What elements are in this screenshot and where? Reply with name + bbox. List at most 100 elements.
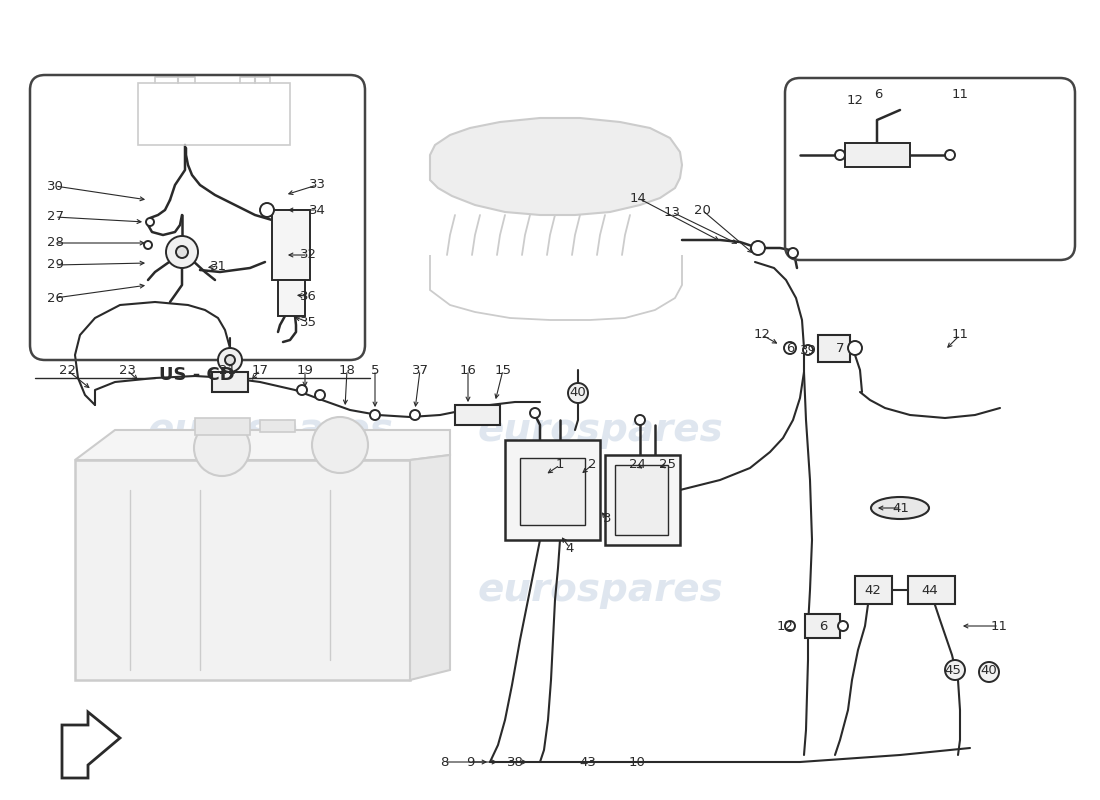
Text: 12: 12 bbox=[754, 329, 770, 342]
Bar bbox=[278, 280, 305, 316]
Circle shape bbox=[979, 662, 999, 682]
Bar bbox=[908, 576, 955, 604]
Circle shape bbox=[297, 385, 307, 395]
Text: 43: 43 bbox=[580, 755, 596, 769]
Circle shape bbox=[838, 621, 848, 631]
Text: 13: 13 bbox=[663, 206, 681, 218]
Ellipse shape bbox=[871, 497, 930, 519]
Text: 19: 19 bbox=[297, 363, 313, 377]
Text: 33: 33 bbox=[308, 178, 326, 191]
Circle shape bbox=[945, 150, 955, 160]
Text: 14: 14 bbox=[629, 191, 647, 205]
Bar bbox=[195, 418, 250, 435]
Text: eurospares: eurospares bbox=[147, 571, 393, 609]
Text: 12: 12 bbox=[847, 94, 864, 106]
Bar bbox=[520, 458, 585, 525]
Text: 21: 21 bbox=[220, 363, 236, 377]
Text: 40: 40 bbox=[570, 386, 586, 399]
Circle shape bbox=[835, 150, 845, 160]
Text: 11: 11 bbox=[952, 329, 968, 342]
Text: 6: 6 bbox=[818, 619, 827, 633]
Circle shape bbox=[803, 345, 813, 355]
Text: 25: 25 bbox=[660, 458, 676, 471]
Circle shape bbox=[218, 348, 242, 372]
Bar bbox=[605, 455, 680, 545]
Text: 2: 2 bbox=[587, 458, 596, 471]
Circle shape bbox=[751, 241, 764, 255]
Text: 15: 15 bbox=[495, 363, 512, 377]
Text: 37: 37 bbox=[411, 363, 429, 377]
Circle shape bbox=[788, 248, 798, 258]
Circle shape bbox=[146, 218, 154, 226]
Text: 27: 27 bbox=[46, 210, 64, 223]
Text: 22: 22 bbox=[58, 363, 76, 377]
Text: 34: 34 bbox=[309, 203, 326, 217]
Text: 40: 40 bbox=[980, 663, 998, 677]
Text: eurospares: eurospares bbox=[147, 411, 393, 449]
Circle shape bbox=[144, 241, 152, 249]
Text: 36: 36 bbox=[299, 290, 317, 302]
Text: 17: 17 bbox=[252, 363, 268, 377]
Circle shape bbox=[226, 355, 235, 365]
Text: 10: 10 bbox=[628, 755, 646, 769]
Circle shape bbox=[370, 410, 379, 420]
Circle shape bbox=[260, 203, 274, 217]
Text: 6: 6 bbox=[873, 89, 882, 102]
Text: 12: 12 bbox=[777, 619, 793, 633]
Text: 39: 39 bbox=[800, 343, 816, 357]
Text: 38: 38 bbox=[507, 755, 524, 769]
Circle shape bbox=[166, 236, 198, 268]
Text: 31: 31 bbox=[209, 259, 227, 273]
Text: 32: 32 bbox=[299, 249, 317, 262]
Circle shape bbox=[784, 342, 796, 354]
Bar bbox=[138, 83, 290, 145]
Bar bbox=[212, 372, 248, 392]
Text: 45: 45 bbox=[945, 663, 961, 677]
Bar bbox=[855, 576, 892, 604]
Circle shape bbox=[315, 390, 324, 400]
Polygon shape bbox=[75, 430, 450, 460]
Circle shape bbox=[410, 410, 420, 420]
Text: 1: 1 bbox=[556, 458, 564, 471]
Text: 7: 7 bbox=[836, 342, 845, 354]
Text: 41: 41 bbox=[892, 502, 910, 514]
Text: eurospares: eurospares bbox=[477, 411, 723, 449]
Bar bbox=[272, 210, 310, 280]
Text: US - CD: US - CD bbox=[160, 366, 235, 384]
Text: 11: 11 bbox=[952, 89, 968, 102]
Circle shape bbox=[848, 341, 862, 355]
Bar bbox=[260, 420, 295, 432]
Text: 44: 44 bbox=[922, 583, 938, 597]
Text: 4: 4 bbox=[565, 542, 574, 554]
Text: 35: 35 bbox=[299, 315, 317, 329]
Circle shape bbox=[568, 383, 588, 403]
Bar bbox=[505, 440, 600, 540]
Polygon shape bbox=[75, 460, 410, 680]
Text: 24: 24 bbox=[628, 458, 646, 471]
Text: 20: 20 bbox=[694, 203, 711, 217]
Circle shape bbox=[176, 246, 188, 258]
Text: 42: 42 bbox=[865, 583, 881, 597]
Polygon shape bbox=[430, 118, 682, 215]
Text: 18: 18 bbox=[339, 363, 355, 377]
Bar bbox=[455, 405, 500, 425]
Polygon shape bbox=[410, 455, 450, 680]
Bar bbox=[845, 143, 910, 167]
Circle shape bbox=[530, 408, 540, 418]
Bar bbox=[818, 335, 850, 362]
Text: 5: 5 bbox=[371, 363, 380, 377]
Circle shape bbox=[635, 415, 645, 425]
Text: 23: 23 bbox=[119, 363, 135, 377]
Text: 29: 29 bbox=[46, 258, 64, 271]
Text: 16: 16 bbox=[460, 363, 476, 377]
Text: 6: 6 bbox=[785, 342, 794, 354]
Bar bbox=[615, 465, 668, 535]
Text: 9: 9 bbox=[465, 755, 474, 769]
Bar bbox=[805, 614, 840, 638]
Circle shape bbox=[785, 621, 795, 631]
Text: 30: 30 bbox=[46, 179, 64, 193]
Text: eurospares: eurospares bbox=[477, 571, 723, 609]
Polygon shape bbox=[62, 712, 120, 778]
Text: 26: 26 bbox=[46, 291, 64, 305]
Circle shape bbox=[945, 660, 965, 680]
